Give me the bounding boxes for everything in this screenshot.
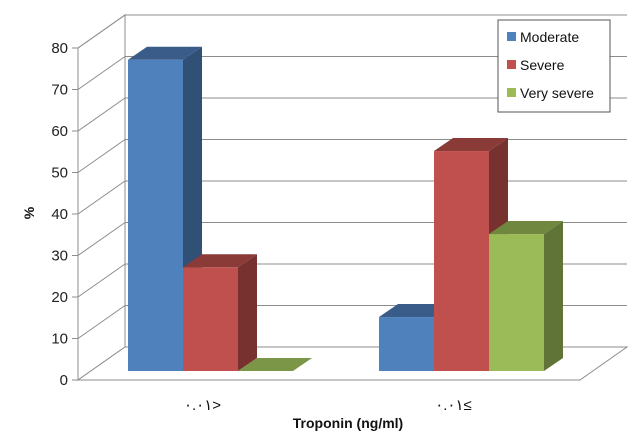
gridline-side — [77, 139, 126, 173]
bar-front — [183, 267, 238, 371]
bar-side — [544, 221, 563, 371]
y-tick-label: 30 — [51, 248, 68, 265]
legend-label: Very severe — [520, 85, 594, 101]
bar-very-severe — [489, 221, 563, 371]
y-tick-label: 60 — [51, 123, 68, 140]
gridline-side — [77, 263, 126, 298]
legend-box — [497, 19, 611, 113]
gridline-side — [77, 305, 126, 339]
bar-severe — [183, 254, 257, 371]
y-axis-ticks: 0 10 20 30 40 50 60 70 80 — [51, 40, 79, 389]
y-tick-label: 40 — [51, 206, 68, 223]
y-axis-title: % — [21, 206, 37, 219]
x-category-label: ٠.٠١≤ — [435, 397, 472, 414]
legend-swatch — [507, 60, 516, 69]
bars — [128, 46, 563, 371]
y-tick-label: 50 — [51, 165, 68, 182]
gridline-side — [77, 222, 126, 256]
legend-label: Severe — [520, 57, 565, 73]
x-axis-title: Troponin (ng/ml) — [293, 415, 403, 431]
bar-side — [238, 254, 257, 371]
bar-top — [238, 358, 312, 371]
y-tick-label: 80 — [51, 40, 68, 57]
y-tick-label: 70 — [51, 82, 68, 99]
x-axis-categories: ٠.٠١> ٠.٠١≤ — [184, 397, 472, 414]
bar-top — [489, 221, 563, 235]
bar-top — [434, 138, 508, 152]
gridline-side — [77, 180, 126, 215]
bar-top — [128, 46, 202, 60]
x-category-label: ٠.٠١> — [184, 397, 221, 414]
legend-swatch — [507, 32, 516, 41]
bar-very-severe — [238, 358, 312, 371]
bar-top — [183, 254, 257, 268]
gridline-side — [77, 97, 126, 132]
gridline-side — [77, 56, 126, 90]
bar-front — [434, 151, 489, 371]
bar-front — [489, 234, 544, 371]
gridline-side — [77, 14, 126, 49]
bar-front — [128, 59, 183, 371]
y-tick-label: 20 — [51, 289, 68, 306]
legend-swatch — [507, 88, 516, 97]
bar-front — [379, 317, 434, 371]
legend-label: Moderate — [520, 29, 579, 45]
y-tick-label: 0 — [60, 372, 68, 389]
legend: Moderate Severe Very severe — [497, 19, 611, 113]
y-tick-label: 10 — [51, 331, 68, 348]
